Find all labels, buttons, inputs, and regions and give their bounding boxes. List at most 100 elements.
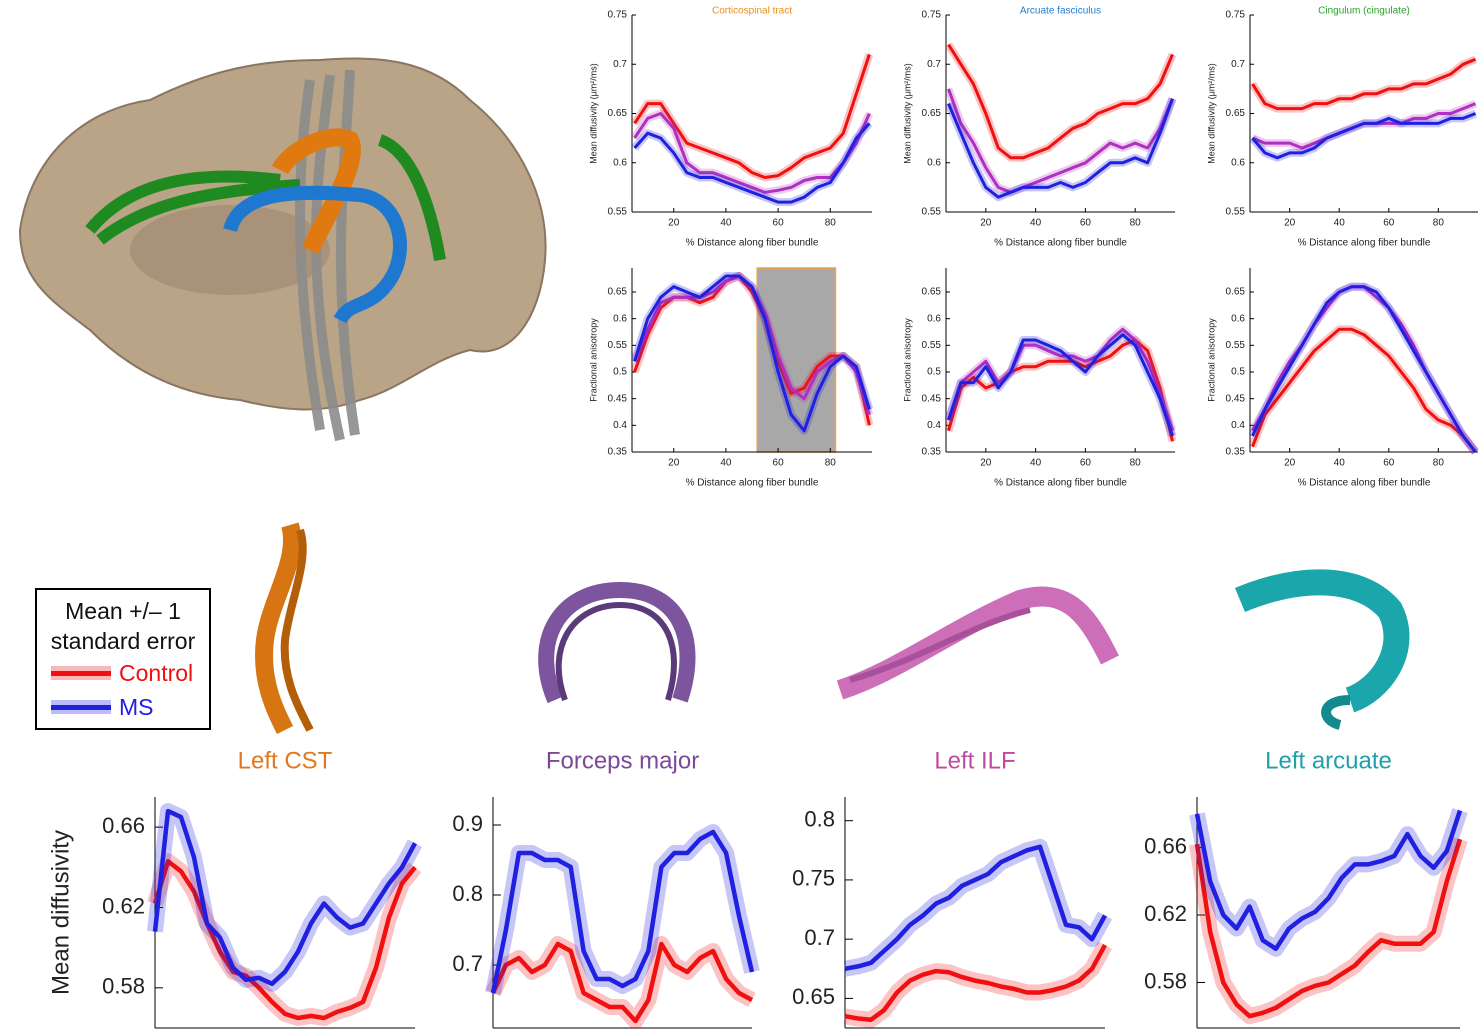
- y-tick-label: 0.65: [608, 287, 628, 298]
- y-tick-label: 0.75: [792, 866, 835, 891]
- series-line: [947, 43, 1174, 160]
- x-tick-label: 80: [825, 218, 837, 229]
- x-tick-label: 40: [1334, 218, 1346, 229]
- series-line: [490, 941, 754, 1024]
- x-tick-label: 20: [980, 218, 992, 229]
- x-tick-label: 60: [1080, 218, 1092, 229]
- y-axis-label: Mean diffusivity: [47, 830, 74, 995]
- y-tick-label: 0.5: [927, 367, 941, 378]
- y-tick-label: 0.6: [613, 157, 627, 168]
- y-tick-label: 0.75: [608, 10, 628, 21]
- x-tick-label: 60: [1383, 458, 1395, 469]
- y-tick-label: 0.65: [922, 287, 942, 298]
- y-tick-label: 0.35: [608, 447, 628, 458]
- series-line: [1194, 838, 1463, 1019]
- y-tick-label: 0.6: [1231, 313, 1245, 324]
- y-tick-label: 0.4: [927, 420, 941, 431]
- x-axis-label: % Distance along fiber bundle: [1298, 478, 1431, 489]
- y-axis-label: Fractional anisotropy: [902, 318, 912, 402]
- series-line: [947, 333, 1174, 437]
- y-tick-label: 0.55: [1226, 340, 1246, 351]
- legend-title: Mean +/– 1 standard error: [50, 598, 196, 654]
- x-tick-label: 40: [1030, 218, 1042, 229]
- series-line: [152, 859, 417, 1021]
- y-tick-label: 0.65: [792, 984, 835, 1009]
- y-tick-label: 0.55: [922, 340, 942, 351]
- y-tick-label: 0.65: [1226, 108, 1246, 119]
- y-tick-label: 0.75: [1226, 10, 1246, 21]
- x-tick-label: 60: [1080, 458, 1092, 469]
- series-line: [1251, 285, 1477, 453]
- x-axis-label: % Distance along fiber bundle: [994, 238, 1127, 249]
- y-tick-label: 0.62: [1144, 901, 1187, 926]
- chart-title: Forceps major: [546, 747, 699, 774]
- x-tick-label: 60: [1383, 218, 1395, 229]
- legend-entry: Control: [51, 656, 209, 690]
- x-axis-label: % Distance along fiber bundle: [1298, 238, 1431, 249]
- series-line: [844, 944, 1107, 1022]
- series-line: [633, 274, 871, 433]
- y-tick-label: 0.66: [102, 813, 145, 838]
- series-line: [947, 327, 1174, 432]
- series-line: [490, 829, 755, 994]
- series-line: [152, 808, 417, 987]
- x-axis-label: % Distance along fiber bundle: [686, 238, 819, 249]
- brain-illustration: [18, 57, 547, 442]
- x-tick-label: 20: [668, 458, 680, 469]
- error-band: [1249, 55, 1477, 113]
- x-tick-label: 40: [1030, 458, 1042, 469]
- x-tick-label: 80: [825, 458, 837, 469]
- x-tick-label: 60: [773, 218, 785, 229]
- series-line: [844, 844, 1107, 972]
- y-tick-label: 0.62: [102, 893, 145, 918]
- chart-title: Arcuate fasciculus: [1020, 6, 1101, 17]
- tract-icons: [255, 522, 1410, 735]
- y-tick-label: 0.6: [1231, 157, 1245, 168]
- legend-label: Control: [119, 659, 194, 686]
- y-tick-label: 0.58: [102, 974, 145, 999]
- y-tick-label: 0.55: [608, 340, 628, 351]
- x-tick-label: 40: [720, 458, 732, 469]
- legend: Mean +/– 1 standard error Control MS: [35, 588, 211, 730]
- legend-label: MS: [119, 693, 154, 720]
- x-tick-label: 60: [773, 458, 785, 469]
- series-line: [947, 98, 1174, 199]
- y-tick-label: 0.7: [1231, 59, 1245, 70]
- y-tick-label: 0.55: [1226, 207, 1246, 218]
- chart-title: Left arcuate: [1265, 747, 1392, 774]
- y-tick-label: 0.55: [608, 207, 628, 218]
- x-tick-label: 20: [980, 458, 992, 469]
- chart-title: Left CST: [238, 747, 333, 774]
- y-tick-label: 0.5: [1231, 367, 1245, 378]
- y-tick-label: 0.35: [1226, 447, 1246, 458]
- x-tick-label: 40: [720, 218, 732, 229]
- x-tick-label: 80: [1130, 218, 1142, 229]
- y-tick-label: 0.6: [927, 313, 941, 324]
- series-line: [947, 88, 1174, 194]
- y-tick-label: 0.65: [1226, 287, 1246, 298]
- y-axis-label: Mean diffusivity (μm²/ms): [1206, 63, 1216, 164]
- error-band: [1249, 109, 1477, 162]
- y-tick-label: 0.5: [613, 367, 627, 378]
- x-tick-label: 80: [1433, 458, 1445, 469]
- series-line: [633, 112, 871, 194]
- error-band: [1248, 325, 1479, 455]
- y-tick-label: 0.7: [927, 59, 941, 70]
- y-tick-label: 0.35: [922, 447, 942, 458]
- chart-title: Left ILF: [934, 747, 1015, 774]
- y-tick-label: 0.45: [922, 393, 942, 404]
- y-tick-label: 0.8: [804, 807, 835, 832]
- y-tick-label: 0.65: [608, 108, 628, 119]
- y-axis-label: Mean diffusivity (μm²/ms): [902, 63, 912, 164]
- y-tick-label: 0.65: [922, 108, 942, 119]
- x-tick-label: 20: [1284, 218, 1296, 229]
- y-tick-label: 0.55: [922, 207, 942, 218]
- legend-entry: MS: [51, 690, 209, 724]
- error-band: [631, 120, 873, 207]
- y-tick-label: 0.6: [613, 313, 627, 324]
- y-tick-label: 0.45: [608, 393, 628, 404]
- series-line: [1251, 57, 1477, 111]
- x-axis-label: % Distance along fiber bundle: [686, 478, 819, 489]
